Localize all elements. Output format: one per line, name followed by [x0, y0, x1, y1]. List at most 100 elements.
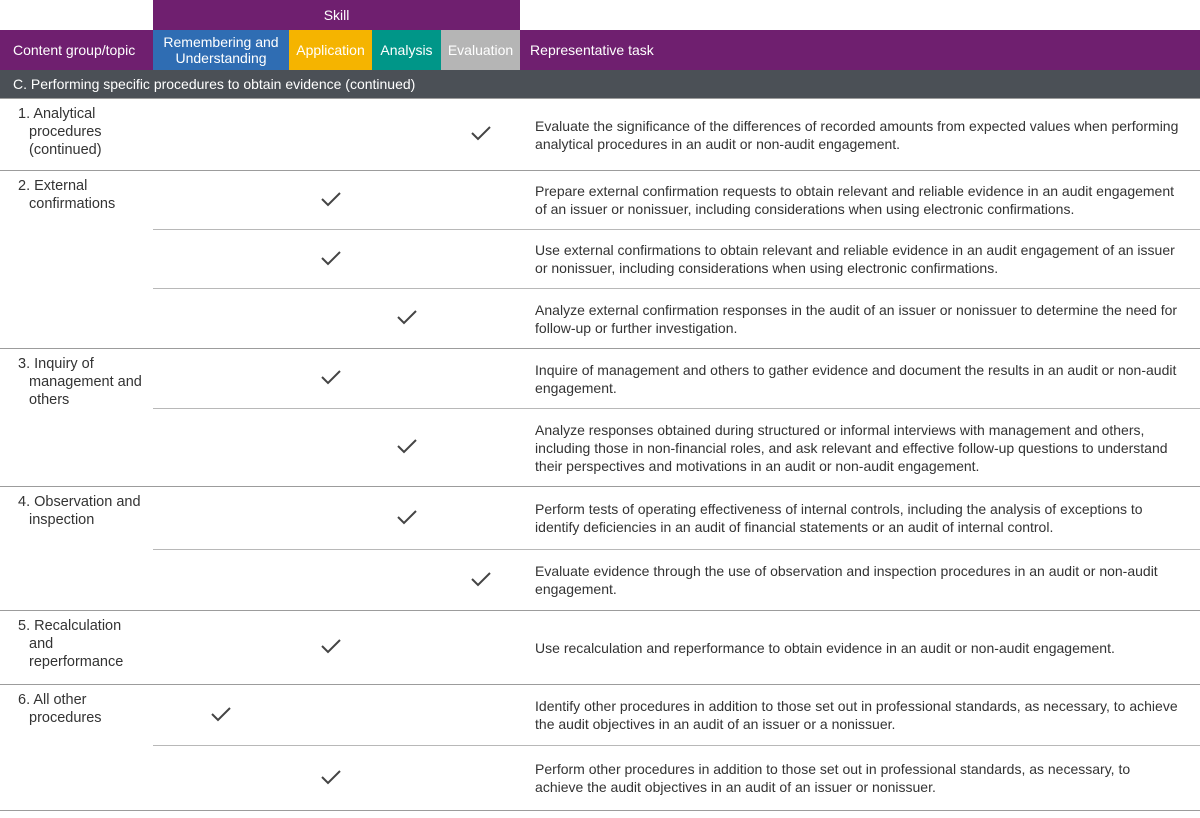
task-text: Evaluate the significance of the differe…	[520, 98, 1200, 171]
skill-cell	[441, 408, 521, 487]
skill-cell	[441, 229, 521, 289]
skill-cell	[372, 229, 441, 289]
skill-cell	[289, 98, 372, 171]
task-text: Prepare external confirmation requests t…	[520, 170, 1200, 230]
task-row: 6. All other procedures Identify other pr…	[0, 684, 1200, 811]
task-text: Evaluate evidence through the use of obs…	[520, 549, 1200, 611]
task-text: Perform other procedures in addition to …	[520, 745, 1200, 811]
check-mark	[320, 191, 341, 206]
skill-cell	[441, 170, 521, 230]
check-mark	[211, 706, 231, 721]
task-row: Perform other procedures in addition to …	[0, 745, 1200, 811]
skill-label: Skill	[153, 0, 521, 30]
skill-cell	[153, 684, 289, 746]
check-stroke	[320, 370, 341, 385]
blank	[0, 0, 153, 30]
skill-cell	[289, 288, 372, 349]
column-header: Analysis	[372, 30, 441, 70]
check-stroke	[470, 571, 491, 586]
header-row: Content group/topic Remembering and Unde…	[0, 30, 1200, 70]
skill-cell	[372, 98, 441, 171]
skill-cell	[372, 288, 441, 349]
check-stroke	[320, 769, 341, 784]
skill-cell	[289, 408, 372, 487]
topic: 4. Observation and inspection	[0, 486, 153, 611]
skill-cell	[289, 745, 372, 811]
task-row: Analyze external confirmation responses …	[0, 288, 1200, 349]
check-stroke	[470, 126, 491, 141]
column-header: Evaluation	[441, 30, 521, 70]
check-stroke	[320, 639, 341, 654]
task-row: 5. Recalculation and reperformance Use re…	[0, 610, 1200, 685]
skill-cell	[441, 610, 521, 685]
topic: 3. Inquiry of management and others	[0, 348, 153, 487]
skill-cell	[441, 486, 521, 550]
task-row: 4. Observation and inspection Perform tes…	[0, 486, 1200, 611]
check-mark	[320, 250, 341, 265]
task-text: Analyze external confirmation responses …	[520, 288, 1200, 349]
column-header: Remembering and Understanding	[153, 30, 289, 70]
skill-cell	[153, 170, 289, 230]
check-mark	[320, 769, 341, 784]
skill-cell	[372, 684, 441, 746]
check-stroke	[396, 310, 417, 325]
skill-cell	[153, 288, 289, 349]
task-text: Inquire of management and others to gath…	[520, 348, 1200, 409]
skill-cell	[372, 745, 441, 811]
skill-cell	[153, 348, 289, 409]
task-row: Evaluate evidence through the use of obs…	[0, 549, 1200, 611]
skill-cell	[441, 98, 521, 171]
skill-cell	[372, 408, 441, 487]
check-mark	[470, 571, 491, 586]
skill-cell	[289, 549, 372, 611]
skill-cell	[153, 549, 289, 611]
skill-cell	[372, 486, 441, 550]
task-text: Identify other procedures in addition to…	[520, 684, 1200, 746]
skill-cell	[289, 610, 372, 685]
column-header: Application	[289, 30, 372, 70]
skill-cell	[153, 98, 289, 171]
skill-cell	[372, 170, 441, 230]
check-mark	[396, 509, 417, 524]
skill-cell	[153, 408, 289, 487]
section-row: C. Performing specific procedures to obt…	[0, 70, 1200, 99]
skill-row: Skill	[0, 0, 1200, 30]
check-stroke	[320, 250, 341, 265]
skill-cell	[372, 610, 441, 685]
task-text: Analyze responses obtained during struct…	[520, 408, 1200, 487]
task-row: Analyze responses obtained during struct…	[0, 408, 1200, 487]
task-row: 3. Inquiry of management and others Inqui…	[0, 348, 1200, 487]
check-stroke	[396, 509, 417, 524]
task-row: 2. External confirmations Prepare externa…	[0, 170, 1200, 349]
topic: 2. External confirmations	[0, 170, 153, 349]
task-row: 1. Analytical procedures (continued) Eval…	[0, 98, 1200, 171]
skill-cell	[153, 610, 289, 685]
check-stroke	[211, 706, 231, 721]
blank	[520, 0, 1200, 30]
section-title: C. Performing specific procedures to obt…	[0, 70, 1200, 99]
skill-cell	[441, 549, 521, 611]
skill-cell	[289, 684, 372, 746]
column-header: Representative task	[520, 30, 1200, 70]
check-mark	[396, 310, 417, 325]
task-text: Perform tests of operating effectiveness…	[520, 486, 1200, 550]
task-row: Use external confirmations to obtain rel…	[0, 229, 1200, 289]
check-stroke	[320, 191, 341, 206]
skill-cell	[153, 745, 289, 811]
skill-cell	[372, 549, 441, 611]
skill-cell	[153, 229, 289, 289]
skill-cell	[289, 229, 372, 289]
skill-cell	[289, 170, 372, 230]
skill-cell	[153, 486, 289, 550]
topic: 6. All other procedures	[0, 684, 153, 811]
column-header: Content group/topic	[0, 30, 153, 70]
task-text: Use external confirmations to obtain rel…	[520, 229, 1200, 289]
topic: 1. Analytical procedures (continued)	[0, 98, 153, 171]
skill-cell	[289, 348, 372, 409]
check-mark	[320, 639, 341, 654]
skill-cell	[441, 288, 521, 349]
check-mark	[320, 370, 341, 385]
skill-cell	[441, 745, 521, 811]
